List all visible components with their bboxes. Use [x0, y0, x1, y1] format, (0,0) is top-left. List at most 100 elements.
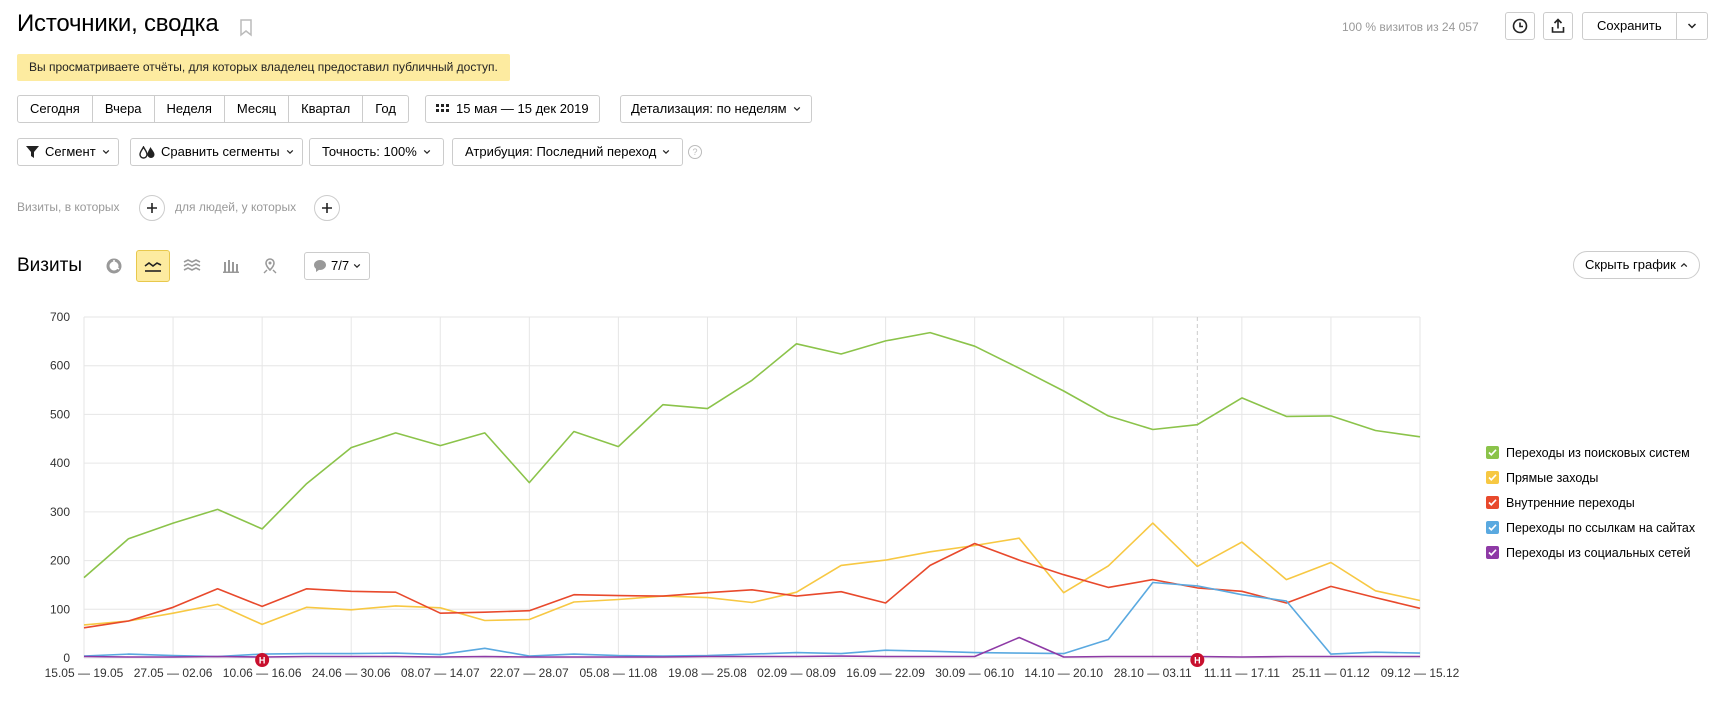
chart-legend: Переходы из поисковых систем Прямые заход…: [1486, 440, 1695, 565]
series-line: [83, 581, 1421, 658]
map-pin-icon: [263, 258, 277, 274]
help-icon[interactable]: ?: [688, 145, 702, 159]
y-tick-label: 400: [50, 456, 70, 470]
annotation-marker-label: Н: [1194, 656, 1201, 666]
chart-metric-label: Визиты: [17, 255, 82, 276]
add-people-filter-button[interactable]: [314, 195, 340, 221]
bar-chart-icon: [223, 260, 239, 273]
bar-chart-type-button[interactable]: [220, 255, 242, 277]
legend-label: Переходы по ссылкам на сайтах: [1506, 520, 1696, 535]
area-chart-icon: [183, 259, 201, 271]
x-tick-label: 09.12 — 15.12: [1381, 666, 1460, 680]
drops-icon: [139, 145, 155, 159]
date-range-label: 15 мая — 15 дек 2019: [456, 101, 589, 116]
calendar-icon: [436, 104, 449, 112]
x-tick-label: 16.09 — 22.09: [846, 666, 925, 680]
x-tick-label: 05.08 — 11.08: [579, 666, 657, 680]
visits-share: 100 % визитов из 24 057: [1342, 20, 1479, 34]
x-tick-label: 25.11 — 01.12: [1292, 666, 1370, 680]
x-tick-label: 22.07 — 28.07: [490, 666, 569, 680]
accuracy-dropdown[interactable]: Точность: 100%: [309, 138, 444, 166]
segment-label: Сегмент: [45, 144, 96, 159]
x-tick-label: 10.06 — 16.06: [223, 666, 302, 680]
attribution-dropdown[interactable]: Атрибуция: Последний переход: [452, 138, 684, 166]
legend-label: Переходы из поисковых систем: [1506, 445, 1690, 460]
legend-item[interactable]: Переходы по ссылкам на сайтах: [1486, 515, 1695, 540]
y-tick-label: 500: [50, 407, 70, 421]
compare-segments-button[interactable]: Сравнить сегменты: [130, 138, 303, 166]
save-menu-button[interactable]: [1677, 13, 1707, 39]
add-visit-filter-button[interactable]: [139, 195, 165, 221]
legend-item[interactable]: Прямые заходы: [1486, 465, 1695, 490]
legend-item[interactable]: Переходы из поисковых систем: [1486, 440, 1695, 465]
period-week[interactable]: Неделя: [155, 96, 225, 122]
map-chart-type-button[interactable]: [259, 255, 281, 277]
chevron-down-icon: [353, 263, 361, 269]
compare-label: Сравнить сегменты: [161, 144, 280, 159]
export-button[interactable]: [1543, 12, 1573, 40]
chevron-down-icon: [1687, 23, 1696, 29]
detail-label: Детализация: по неделям: [631, 101, 787, 116]
chevron-down-icon: [663, 149, 670, 155]
line-chart-type-button[interactable]: [136, 250, 170, 282]
period-year[interactable]: Год: [375, 101, 396, 116]
legend-item[interactable]: Внутренние переходы: [1486, 490, 1695, 515]
chevron-down-icon: [793, 106, 800, 112]
segment-button[interactable]: Сегмент: [17, 138, 119, 166]
checkbox-icon[interactable]: [1486, 546, 1499, 559]
x-tick-label: 15.05 — 19.05: [45, 666, 124, 680]
annotation-marker[interactable]: [255, 653, 270, 667]
plus-icon: [322, 203, 332, 213]
save-button[interactable]: Сохранить: [1583, 13, 1677, 39]
bookmark-icon[interactable]: [240, 19, 252, 37]
checkbox-icon[interactable]: [1486, 496, 1499, 509]
history-button[interactable]: [1505, 12, 1535, 40]
x-tick-label: 19.08 — 25.08: [668, 666, 747, 680]
chevron-down-icon: [102, 149, 109, 155]
public-access-notice: Вы просматриваете отчёты, для которых вл…: [17, 54, 510, 81]
y-tick-label: 300: [50, 505, 70, 519]
checkbox-icon[interactable]: [1486, 471, 1499, 484]
checkbox-icon[interactable]: [1486, 521, 1499, 534]
filter-icon: [26, 146, 39, 158]
y-tick-label: 700: [50, 310, 70, 324]
comment-icon: [314, 260, 326, 272]
x-tick-label: 30.09 — 06.10: [935, 666, 1014, 680]
area-chart-type-button[interactable]: [181, 255, 203, 277]
series-line: [83, 522, 1421, 626]
y-tick-label: 600: [50, 359, 70, 373]
legend-item[interactable]: Переходы из социальных сетей: [1486, 540, 1695, 565]
period-quarter[interactable]: Квартал: [289, 96, 364, 122]
checkbox-icon[interactable]: [1486, 446, 1499, 459]
x-tick-label: 28.10 — 03.11: [1114, 666, 1192, 680]
visits-filter-label: Визиты, в которых: [17, 200, 120, 214]
x-tick-label: 24.06 — 30.06: [312, 666, 391, 680]
accuracy-label: Точность: 100%: [322, 144, 417, 159]
annotation-marker[interactable]: [1190, 653, 1205, 667]
x-tick-label: 14.10 — 20.10: [1024, 666, 1103, 680]
detail-dropdown[interactable]: Детализация: по неделям: [620, 95, 812, 123]
pie-chart-type-button[interactable]: [103, 255, 125, 277]
y-tick-label: 100: [50, 602, 70, 616]
legend-label: Внутренние переходы: [1506, 495, 1635, 510]
plus-icon: [147, 203, 157, 213]
period-today[interactable]: Сегодня: [18, 96, 93, 122]
annotation-marker-label: Н: [259, 656, 266, 666]
legend-label: Прямые заходы: [1506, 470, 1599, 485]
date-range-picker[interactable]: 15 мая — 15 дек 2019: [425, 95, 600, 123]
y-tick-label: 200: [50, 554, 70, 568]
annotations-dropdown[interactable]: 7/7: [304, 252, 371, 280]
hide-chart-button[interactable]: Скрыть график: [1573, 251, 1700, 279]
x-tick-label: 08.07 — 14.07: [401, 666, 480, 680]
x-tick-label: 11.11 — 17.11: [1204, 666, 1280, 680]
series-line: [83, 331, 1421, 579]
chevron-up-icon: [1680, 262, 1688, 268]
x-tick-label: 02.09 — 08.09: [757, 666, 836, 680]
period-yesterday[interactable]: Вчера: [93, 96, 155, 122]
series-line: [83, 542, 1421, 629]
pie-chart-icon: [106, 258, 122, 274]
chevron-down-icon: [286, 149, 293, 155]
period-month[interactable]: Месяц: [225, 96, 290, 122]
hide-chart-label: Скрыть график: [1585, 257, 1676, 272]
attribution-label: Атрибуция: Последний переход: [465, 144, 657, 159]
